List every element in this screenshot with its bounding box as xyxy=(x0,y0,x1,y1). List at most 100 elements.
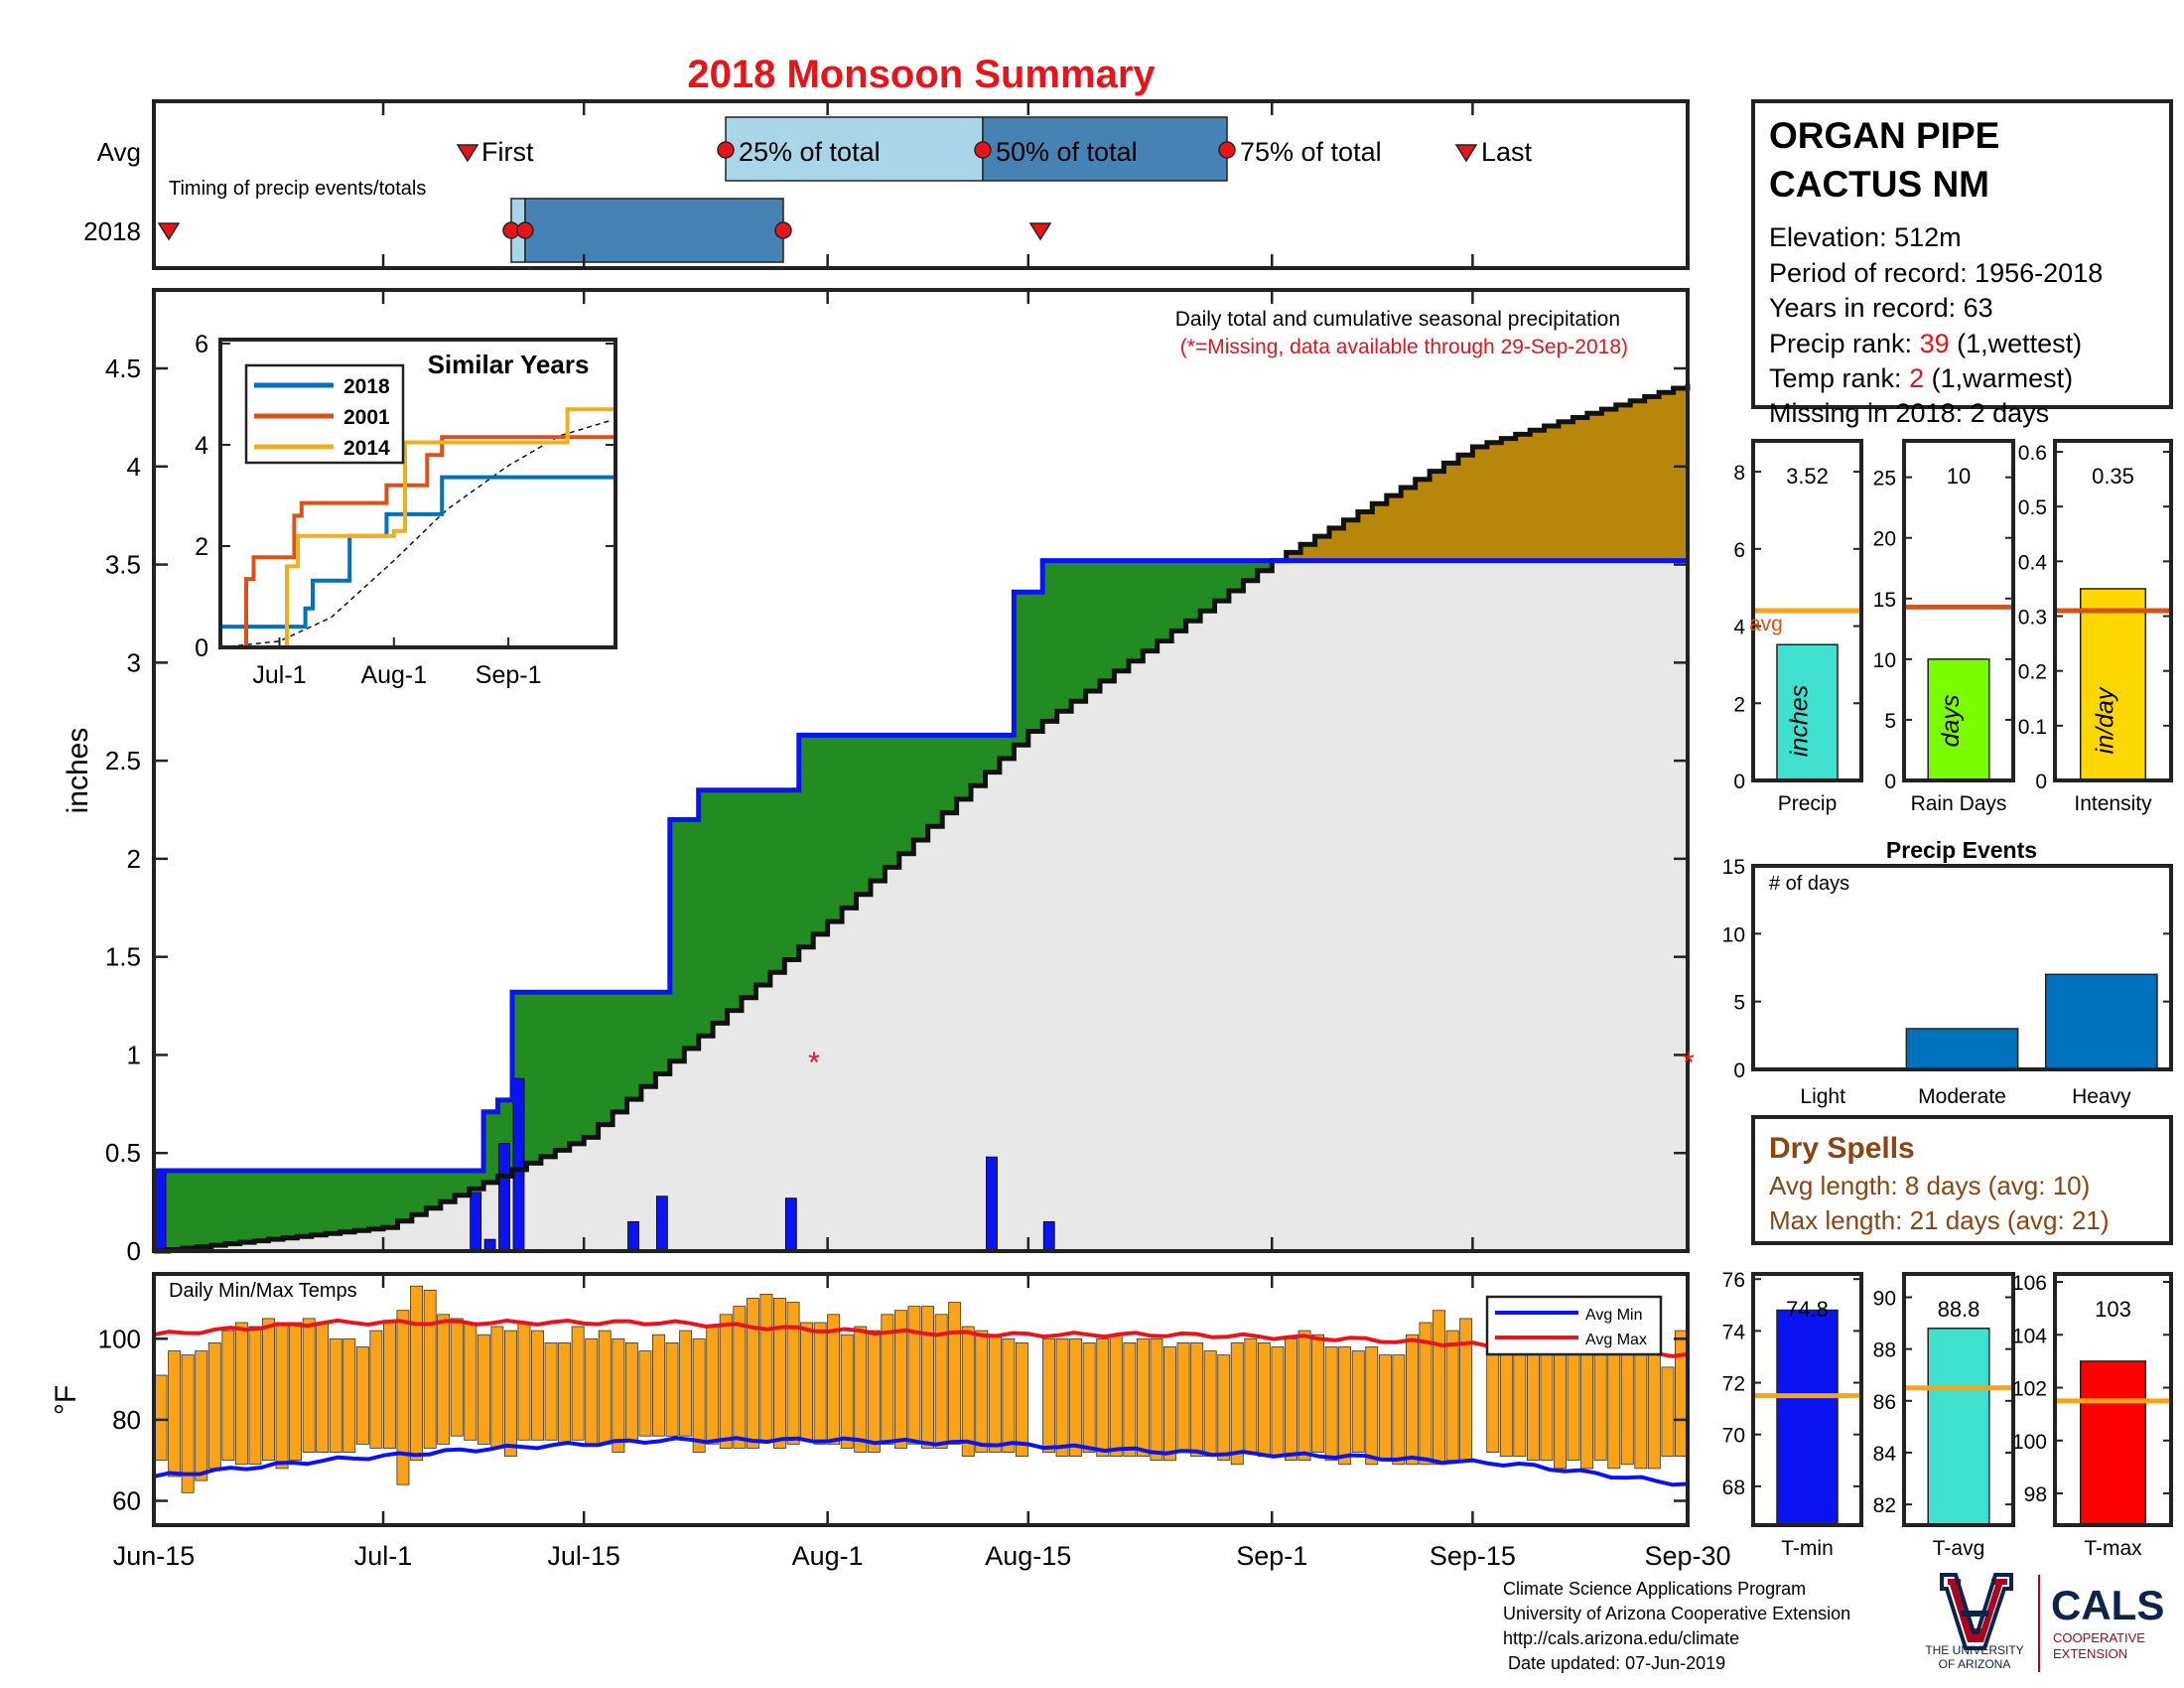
daily-temp-bar xyxy=(1055,1337,1069,1458)
main-ytick-label: 2.5 xyxy=(105,746,141,775)
stat-frame xyxy=(1751,1272,1863,1527)
daily-temp-bar xyxy=(679,1330,693,1437)
stat-label: T-min xyxy=(1781,1537,1834,1560)
dry-max: Max length: 21 days (avg: 21) xyxy=(1769,1205,2110,1235)
daily-temp-bar xyxy=(207,1342,221,1470)
stat-ytick-label: 70 xyxy=(1722,1425,1745,1448)
footer-line-4: Date updated: 07-Jun-2019 xyxy=(1503,1653,1725,1673)
daily-temp-bar xyxy=(948,1302,962,1445)
main-ytick-label: 3.5 xyxy=(105,550,141,580)
events-axis-ticks: Light Moderate Heavy 0 5 10 15 xyxy=(1722,856,2171,1108)
year-50-marker xyxy=(516,221,534,239)
year-75-marker xyxy=(774,221,792,239)
daily-temp-bar xyxy=(1096,1337,1110,1458)
daily-temp-bar xyxy=(423,1289,437,1449)
stat-frame xyxy=(2053,1272,2173,1527)
avg-75-marker xyxy=(1218,141,1236,159)
stat-ytick-label: 82 xyxy=(1873,1494,1896,1517)
daily-temp-bar xyxy=(464,1322,478,1441)
stat-value: 10 xyxy=(1947,464,1971,489)
cumulative-2018-line xyxy=(154,558,1688,1174)
daily-temp-bar xyxy=(746,1298,759,1449)
daily-temp-bar xyxy=(773,1298,786,1449)
events-title: Precip Events xyxy=(1886,837,2037,863)
main-ytick-label: 0 xyxy=(127,1236,141,1266)
stat-value: 103 xyxy=(2095,1297,2131,1322)
daily-temp-bar xyxy=(1123,1342,1137,1458)
missing-mark-2: * xyxy=(1683,1047,1695,1079)
xtick-label: Aug-15 xyxy=(985,1541,1071,1571)
similar-years-inset: 0 2 4 6 Jul-1 Aug-1 Sep-1 Similar Years 2018 2… xyxy=(195,331,617,689)
footer-line-2: University of Arizona Cooperative Extens… xyxy=(1503,1604,1850,1623)
daily-temp-bar xyxy=(585,1337,599,1445)
stat-ytick-label: 104 xyxy=(2012,1325,2047,1347)
stat-bar xyxy=(2079,1360,2147,1526)
daily-precip-bar xyxy=(1042,1220,1055,1252)
daily-temp-bar xyxy=(1647,1337,1661,1470)
xtick-label: Sep-30 xyxy=(1644,1541,1730,1571)
main-ytick-label: 3 xyxy=(127,647,141,677)
stat-ytick-label: 10 xyxy=(1873,649,1896,672)
stat-ytick-label: 0.6 xyxy=(2018,442,2047,465)
station-name-1: ORGAN PIPE xyxy=(1769,115,1999,156)
main-ytick-label: 1.5 xyxy=(105,942,141,972)
inset-title: Similar Years xyxy=(428,350,590,379)
xtick-label: Jun-15 xyxy=(113,1541,196,1571)
inset-xtick-label: Aug-1 xyxy=(360,661,427,689)
daily-temp-bar xyxy=(369,1330,383,1449)
daily-temp-bar xyxy=(275,1322,289,1470)
daily-temp-bar xyxy=(1230,1342,1244,1466)
station-period: Period of record: 1956-2018 xyxy=(1769,258,2103,288)
main-axis-ticks: 0 0.5 1 1.5 2 2.5 3 3.5 4 4.5 xyxy=(105,290,1690,1266)
daily-temp-bar xyxy=(867,1330,881,1453)
inset-axis-ticks: 0 2 4 6 Jul-1 Aug-1 Sep-1 xyxy=(195,331,615,689)
stat-bar xyxy=(2079,588,2147,781)
cals-sub-2: EXTENSION xyxy=(2053,1646,2127,1661)
daily-temp-bar xyxy=(1285,1337,1297,1462)
daily-temp-bar xyxy=(624,1342,638,1441)
daily-temp-bar xyxy=(881,1314,894,1445)
inset-ytick-label: 4 xyxy=(195,432,208,460)
stat-ytick-label: 100 xyxy=(2012,1431,2047,1454)
daily-temp-bar xyxy=(531,1330,545,1441)
xtick-label: Jul-1 xyxy=(354,1541,413,1571)
daily-temp-bar xyxy=(1257,1342,1271,1458)
event-bar-moderate xyxy=(1905,1028,2019,1070)
inset-plot-area xyxy=(219,407,617,649)
daily-temp-bar xyxy=(571,1326,585,1441)
daily-temp-bar xyxy=(1042,1337,1056,1454)
daily-temp-bar xyxy=(921,1306,935,1449)
year-first-marker xyxy=(157,222,181,241)
stat-ytick-label: 0 xyxy=(1884,771,1896,793)
temp-caption: Daily Min/Max Temps xyxy=(169,1280,357,1302)
daily-temp-bar xyxy=(894,1310,907,1449)
dry-avg: Avg length: 8 days (avg: 10) xyxy=(1769,1171,2090,1200)
year-last-marker xyxy=(1028,222,1052,241)
daily-temp-bar xyxy=(1378,1354,1392,1462)
inset-ytick-label: 0 xyxy=(195,634,208,662)
daily-temp-bar xyxy=(1176,1342,1190,1454)
daily-temp-bar xyxy=(1271,1346,1285,1458)
events-caption: # of days xyxy=(1769,873,1849,895)
stat-frame xyxy=(1902,1272,2015,1527)
temp-ytick-label: 60 xyxy=(112,1486,141,1516)
temp-legend xyxy=(1485,1295,1663,1356)
daily-temp-bar xyxy=(450,1318,464,1437)
university-of-arizona-logo: THE UNIVERSITY OF ARIZONA xyxy=(1925,1573,2024,1671)
inset-xtick-label: Jul-1 xyxy=(252,661,306,689)
daily-temp-bar xyxy=(907,1306,921,1445)
daily-temp-bar xyxy=(355,1346,369,1445)
below-average-area xyxy=(154,383,1688,1171)
daily-temp-bar xyxy=(1607,1350,1621,1470)
daily-temp-bar xyxy=(1365,1346,1379,1466)
daily-temp-bar xyxy=(329,1337,342,1454)
station-name-2: CACTUS NM xyxy=(1769,164,1989,205)
daily-precip-bar xyxy=(784,1197,797,1252)
avg-max-line xyxy=(153,1318,1689,1358)
daily-precip-bar xyxy=(154,1170,167,1252)
xtick-label: Sep-15 xyxy=(1430,1541,1516,1571)
daily-temp-bar xyxy=(410,1285,424,1462)
station-precip-rank: Precip rank: 39 (1,wettest) xyxy=(1769,329,2082,358)
stat-ytick-label: 20 xyxy=(1873,528,1896,551)
daily-temp-bar xyxy=(234,1322,248,1466)
